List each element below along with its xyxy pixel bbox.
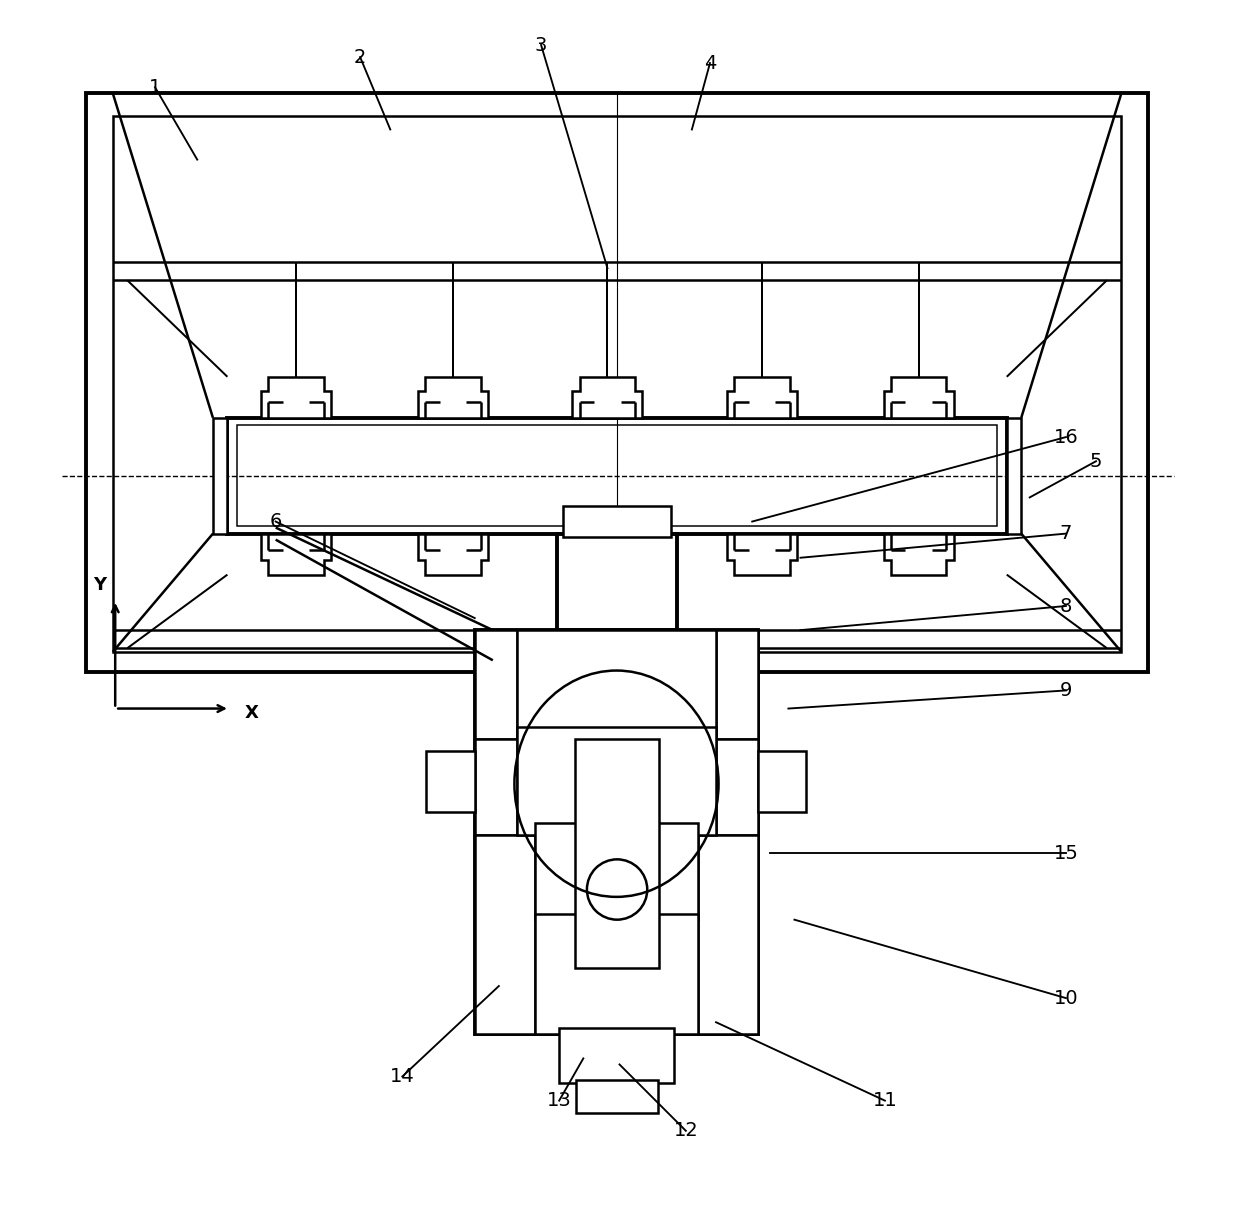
Bar (517, 727, 716, 835)
Bar (535, 914, 698, 1034)
Polygon shape (883, 377, 954, 418)
Polygon shape (883, 533, 954, 574)
Bar (556, 533, 678, 630)
Bar (475, 630, 758, 1034)
Polygon shape (572, 533, 643, 574)
Bar (758, 751, 807, 812)
Text: 13: 13 (546, 1091, 571, 1110)
Text: 4: 4 (704, 53, 716, 73)
Text: 5: 5 (1090, 452, 1103, 470)
Text: 11: 11 (872, 1091, 897, 1110)
Bar (716, 630, 758, 738)
Text: 6: 6 (269, 511, 281, 531)
Bar (563, 505, 672, 537)
Bar (426, 751, 475, 812)
Text: 7: 7 (1059, 524, 1072, 543)
Bar (535, 823, 698, 920)
Polygon shape (261, 533, 331, 574)
Bar (698, 835, 758, 1034)
Polygon shape (727, 377, 797, 418)
Bar (576, 1080, 658, 1113)
Polygon shape (727, 533, 797, 574)
Text: 16: 16 (1053, 428, 1078, 446)
Polygon shape (261, 377, 331, 418)
Bar (87, 93, 1147, 673)
Text: 14: 14 (390, 1067, 415, 1086)
Bar (113, 116, 1121, 652)
Text: 2: 2 (354, 47, 367, 67)
Bar (237, 425, 997, 526)
Bar (1007, 418, 1021, 533)
Bar (475, 835, 535, 1034)
Bar (517, 630, 716, 738)
Text: X: X (244, 704, 258, 722)
Text: 3: 3 (535, 35, 548, 55)
Bar (475, 738, 517, 835)
Text: 10: 10 (1053, 989, 1078, 1007)
Polygon shape (418, 533, 488, 574)
Text: 12: 12 (674, 1121, 699, 1140)
Polygon shape (572, 377, 643, 418)
Text: 9: 9 (1059, 681, 1072, 701)
Text: 1: 1 (149, 78, 161, 97)
Bar (213, 418, 228, 533)
Polygon shape (418, 377, 488, 418)
Text: 15: 15 (1053, 844, 1078, 863)
Bar (559, 1028, 674, 1082)
Bar (575, 738, 659, 968)
Bar (228, 418, 1007, 533)
Bar (716, 738, 758, 835)
Text: Y: Y (93, 577, 107, 594)
Bar (475, 630, 517, 738)
Text: 8: 8 (1059, 596, 1072, 616)
